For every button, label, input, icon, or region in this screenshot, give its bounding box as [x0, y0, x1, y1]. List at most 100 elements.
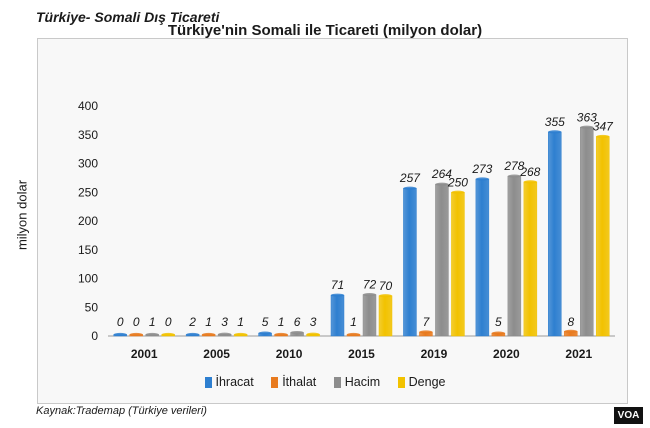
x-tick-label: 2021 [565, 347, 592, 361]
data-label: 363 [577, 110, 597, 124]
y-tick-label: 350 [78, 128, 98, 142]
data-label: 71 [331, 278, 344, 292]
data-label: 72 [363, 278, 377, 292]
data-label: 250 [447, 175, 468, 189]
bar-cap-denge [234, 332, 248, 337]
data-label: 3 [221, 315, 228, 329]
bar-hacim [435, 183, 449, 337]
bar-cap-i̇hracat [403, 186, 417, 190]
bar-cap-i̇hracat [258, 331, 272, 335]
bar-cap-i̇thalat [347, 332, 360, 337]
data-label: 2 [188, 315, 196, 329]
y-tick-label: 400 [78, 99, 98, 113]
bar-cap-denge [523, 180, 537, 184]
data-label: 0 [117, 315, 124, 329]
bar-i̇hracat [548, 131, 562, 337]
bar-cap-i̇hracat [186, 332, 200, 337]
bar-cap-i̇hracat [331, 293, 344, 297]
bar-cap-hacim [218, 332, 232, 336]
legend-swatch-ithalat [271, 376, 279, 388]
y-tick-label: 150 [78, 243, 98, 257]
voa-logo: VOA [614, 407, 643, 424]
bar-hacim [507, 175, 522, 337]
bar-cap-i̇hracat [475, 177, 489, 181]
bar-cap-i̇thalat [564, 329, 578, 333]
data-label: 1 [237, 315, 244, 329]
bar-cap-denge [596, 134, 610, 139]
legend-item-ithalat: İthalat [271, 375, 316, 389]
data-label: 264 [431, 167, 452, 181]
bar-cap-denge [451, 190, 465, 194]
page-title: Türkiye- Somali Dış Ticareti [36, 9, 220, 25]
bar-cap-hacim [507, 174, 521, 178]
bar-cap-denge [161, 332, 175, 337]
y-tick-label: 250 [78, 185, 98, 199]
bar-denge [596, 136, 610, 337]
data-label: 257 [399, 171, 421, 185]
data-label: 70 [379, 279, 393, 293]
bar-denge [378, 295, 393, 337]
bar-denge [523, 181, 538, 337]
chart-title: Türkiye'nin Somali ile Ticareti (milyon … [167, 22, 483, 39]
data-label: 347 [593, 119, 614, 133]
x-tick-label: 2005 [203, 347, 230, 361]
legend-swatch-denge [397, 376, 405, 388]
data-label: 355 [545, 115, 565, 129]
legend-item-denge: Denge [397, 375, 446, 389]
x-tick-label: 2020 [493, 347, 520, 361]
y-tick-label: 200 [78, 214, 98, 228]
bar-cap-i̇thalat [491, 331, 505, 335]
data-label: 1 [149, 315, 156, 329]
data-label: 1 [278, 315, 285, 329]
bar-cap-hacim [580, 125, 594, 129]
bar-i̇hracat [403, 187, 417, 337]
data-label: 273 [471, 162, 492, 176]
legend-label-hacim: Hacim [344, 375, 381, 389]
legend-swatch-ihracat [204, 376, 212, 388]
bar-cap-hacim [435, 182, 449, 186]
data-label: 3 [310, 315, 317, 329]
bar-cap-i̇hracat [548, 130, 562, 134]
legend-item-ihracat: İhracat [204, 375, 254, 389]
data-label: 5 [262, 315, 269, 329]
legend-label-ihracat: İhracat [215, 375, 254, 389]
data-label: 0 [165, 315, 172, 329]
bar-hacim [580, 127, 594, 337]
bar-hacim [362, 294, 377, 337]
source-note: Kaynak:Trademap (Türkiye verileri) [36, 405, 207, 417]
bar-cap-i̇thalat [202, 332, 216, 337]
bar-cap-i̇hracat [113, 332, 127, 337]
y-tick-label: 100 [78, 272, 98, 286]
data-label: 0 [133, 315, 140, 329]
y-tick-label: 0 [91, 329, 98, 343]
data-label: 7 [423, 315, 431, 329]
data-label: 268 [519, 165, 540, 179]
x-tick-label: 2015 [348, 347, 375, 361]
legend-item-hacim: Hacim [333, 375, 381, 389]
bar-i̇hracat [330, 294, 345, 337]
data-label: 5 [495, 315, 502, 329]
bar-cap-i̇thalat [274, 332, 288, 337]
bar-cap-hacim [290, 330, 304, 335]
y-tick-label: 300 [78, 157, 98, 171]
bar-cap-denge [306, 332, 320, 336]
bar-cap-i̇thalat [129, 332, 143, 337]
x-tick-label: 2001 [131, 347, 158, 361]
bar-cap-i̇thalat [419, 330, 433, 334]
data-label: 1 [350, 315, 357, 329]
bar-denge [451, 192, 465, 337]
bar-i̇hracat [475, 178, 490, 337]
data-label: 1 [205, 315, 212, 329]
bar-cap-hacim [363, 293, 376, 297]
x-tick-label: 2019 [421, 347, 448, 361]
legend-label-ithalat: İthalat [282, 375, 317, 389]
y-tick-label: 50 [85, 300, 99, 314]
data-label: 278 [503, 159, 524, 173]
data-label: 8 [567, 315, 574, 329]
x-tick-label: 2010 [276, 347, 303, 361]
bar-cap-denge [379, 294, 392, 298]
legend-swatch-hacim [333, 376, 341, 388]
legend-label-denge: Denge [408, 375, 446, 389]
legend: İhracat İthalat Hacim Denge [0, 375, 650, 391]
